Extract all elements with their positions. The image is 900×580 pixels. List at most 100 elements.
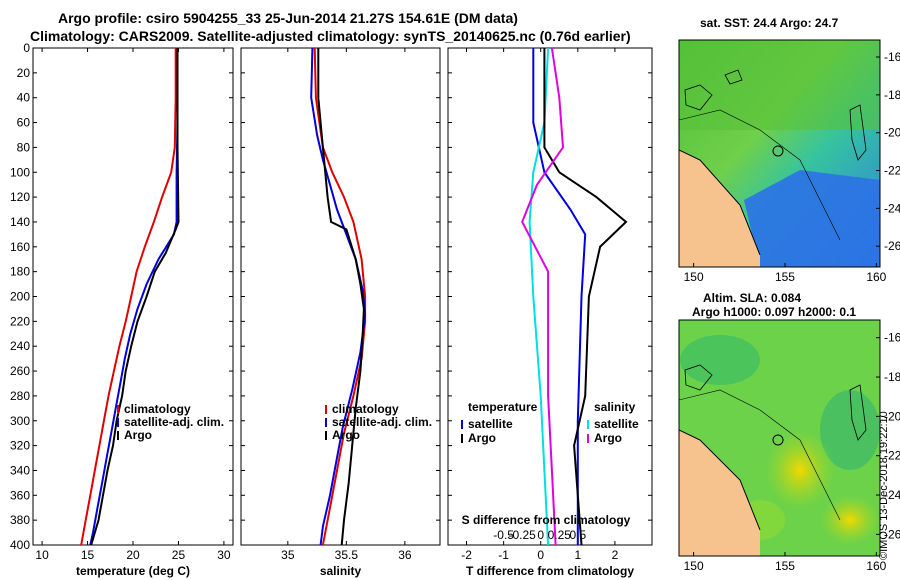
lon-tick-label: 160 bbox=[866, 559, 886, 573]
x-axis-label: salinity bbox=[320, 564, 362, 578]
x-tick-label: 30 bbox=[217, 548, 231, 562]
depth-tick-label: 140 bbox=[10, 215, 30, 229]
x-tick-label: 10 bbox=[35, 548, 49, 562]
lat-tick-label: -16 bbox=[884, 50, 900, 64]
depth-tick-label: 260 bbox=[10, 364, 30, 378]
x-tick-label: 0 bbox=[537, 548, 544, 562]
depth-tick-label: 100 bbox=[10, 165, 30, 179]
x-tick-label: -1 bbox=[498, 548, 509, 562]
series-line-t-argo bbox=[543, 48, 628, 546]
s-tick-label: -0.5 bbox=[493, 528, 514, 542]
depth-tick-label: 20 bbox=[17, 66, 31, 80]
x-tick-label: 1 bbox=[574, 548, 581, 562]
x-tick-label: 36 bbox=[398, 548, 412, 562]
legend-label: satellite-adj. clim. bbox=[332, 415, 432, 429]
sla-map-title-1: Altim. SLA: 0.084 bbox=[703, 291, 801, 305]
lat-tick-label: -22 bbox=[884, 164, 900, 178]
series-line-t-satellite bbox=[532, 48, 587, 545]
lat-tick-label: -20 bbox=[884, 409, 900, 423]
x-tick-label: 20 bbox=[126, 548, 140, 562]
depth-tick-label: 240 bbox=[10, 339, 30, 353]
x-tick-label: -2 bbox=[461, 548, 472, 562]
depth-tick-label: 400 bbox=[10, 538, 30, 552]
lon-tick-label: 150 bbox=[684, 270, 704, 284]
series-line-argo bbox=[317, 48, 365, 546]
legend-label: satellite bbox=[594, 417, 639, 431]
lon-tick-label: 150 bbox=[684, 559, 704, 573]
x-tick-label: 25 bbox=[172, 548, 186, 562]
x-axis-label: temperature (deg C) bbox=[76, 564, 190, 578]
lon-tick-label: 155 bbox=[775, 559, 795, 573]
legend-label: Argo bbox=[468, 431, 496, 445]
legend-group-salinity: salinity bbox=[594, 400, 636, 414]
sla-map-axes: -16 -18 -20 -22 -24 -26 150 155 160 bbox=[684, 331, 900, 573]
depth-tick-label: 80 bbox=[17, 140, 31, 154]
lat-tick-label: -24 bbox=[884, 201, 900, 215]
depth-tick-label: 220 bbox=[10, 314, 30, 328]
depth-tick-label: 0 bbox=[23, 41, 30, 55]
lat-tick-label: -24 bbox=[884, 488, 900, 502]
lat-tick-label: -26 bbox=[884, 527, 900, 541]
lat-tick-label: -18 bbox=[884, 370, 900, 384]
s-tick-label: 0 bbox=[537, 528, 544, 542]
plot-frame bbox=[32, 47, 234, 546]
x-tick-label: 2 bbox=[612, 548, 619, 562]
s-axis-label: S difference from climatology bbox=[462, 513, 631, 527]
depth-tick-label: 380 bbox=[10, 513, 30, 527]
legend-label: Argo bbox=[332, 428, 360, 442]
series-line-satellite-adj-clim- bbox=[310, 47, 367, 546]
plot-frame bbox=[447, 47, 653, 546]
s-tick-label: 0.25 bbox=[548, 528, 572, 542]
x-tick-label: 15 bbox=[81, 548, 95, 562]
sla-map-title-2: Argo h1000: 0.097 h2000: 0.1 bbox=[692, 305, 856, 319]
legend-group-temperature: temperature bbox=[468, 400, 538, 414]
series-line-satellite-adj-clim- bbox=[89, 48, 179, 546]
lon-tick-label: 155 bbox=[775, 270, 795, 284]
depth-tick-label: 160 bbox=[10, 240, 30, 254]
x-axis-label: T difference from climatology bbox=[466, 564, 634, 578]
sst-map-title: sat. SST: 24.4 Argo: 24.7 bbox=[700, 16, 839, 30]
sst-map-axes: -16 -18 -20 -22 -24 -26 150 155 160 bbox=[684, 50, 900, 284]
series-line-climatology bbox=[313, 47, 367, 546]
lat-tick-label: -22 bbox=[884, 449, 900, 463]
depth-tick-label: 360 bbox=[10, 488, 30, 502]
series-line-argo bbox=[90, 48, 180, 546]
depth-tick-label: 180 bbox=[10, 265, 30, 279]
depth-tick-label: 280 bbox=[10, 389, 30, 403]
legend-label: satellite-adj. clim. bbox=[124, 415, 224, 429]
title-line-1: Argo profile: csiro 5904255_33 25-Jun-20… bbox=[58, 10, 518, 26]
timestamp-stamp: ©IMOS 13-Dec-2018 19:22:10 bbox=[878, 411, 890, 560]
legend-label: satellite bbox=[468, 417, 513, 431]
x-tick-label: 35.5 bbox=[335, 548, 359, 562]
legend-label: climatology bbox=[124, 402, 191, 416]
s-tick-label: -0.25 bbox=[509, 528, 537, 542]
depth-tick-label: 40 bbox=[17, 91, 31, 105]
depth-tick-label: 60 bbox=[17, 116, 31, 130]
lat-tick-label: -20 bbox=[884, 126, 900, 140]
depth-tick-label: 340 bbox=[10, 463, 30, 477]
legend-label: Argo bbox=[594, 431, 622, 445]
lat-tick-label: -18 bbox=[884, 88, 900, 102]
x-tick-label: 35 bbox=[281, 548, 295, 562]
title-line-2: Climatology: CARS2009. Satellite-adjuste… bbox=[30, 28, 631, 44]
legend-label: Argo bbox=[124, 428, 152, 442]
depth-tick-label: 320 bbox=[10, 439, 30, 453]
plot-frame bbox=[240, 47, 441, 546]
series-line-s-argo bbox=[521, 47, 565, 546]
legend-label: climatology bbox=[332, 402, 399, 416]
argo-location-marker bbox=[772, 145, 784, 157]
lat-tick-label: -16 bbox=[884, 331, 900, 345]
series-line-s-satellite bbox=[528, 47, 550, 546]
depth-tick-label: 120 bbox=[10, 190, 30, 204]
temperature-panel: 0 20 40 60 80 100 120 140 160 180 200 220 240 260 280 3… bbox=[10, 41, 234, 578]
lat-tick-label: -26 bbox=[884, 239, 900, 253]
sst-map bbox=[679, 40, 880, 267]
depth-tick-label: 300 bbox=[10, 414, 30, 428]
depth-tick-label: 200 bbox=[10, 290, 30, 304]
lon-tick-label: 160 bbox=[866, 270, 886, 284]
series-line-climatology bbox=[80, 48, 177, 546]
s-tick-label: 0.5 bbox=[569, 528, 586, 542]
sla-map bbox=[679, 320, 880, 556]
salinity-panel: 35 35.5 36 salinity climatologysatellite-adj… bbox=[240, 47, 441, 578]
